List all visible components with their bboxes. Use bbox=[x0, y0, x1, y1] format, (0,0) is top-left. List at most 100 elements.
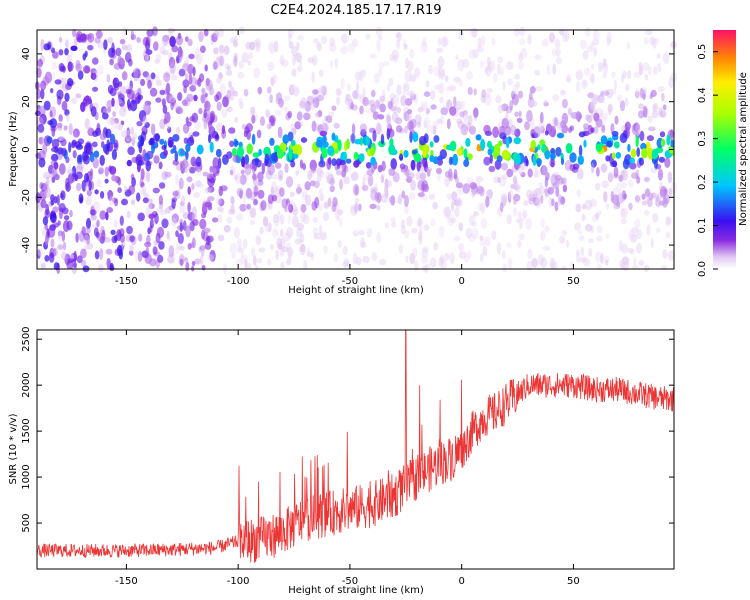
heatmap-cell bbox=[372, 111, 379, 120]
heatmap-cell bbox=[562, 184, 568, 193]
heatmap-cell bbox=[295, 52, 302, 63]
heatmap-cell bbox=[330, 111, 335, 118]
heatmap-cell bbox=[641, 193, 646, 200]
heatmap-cell bbox=[376, 231, 382, 244]
heatmap-cell bbox=[289, 191, 295, 197]
heatmap-cell bbox=[619, 100, 626, 112]
heatmap-cell bbox=[414, 153, 421, 163]
heatmap-cell bbox=[103, 39, 108, 51]
heatmap-cell bbox=[318, 224, 323, 235]
heatmap-cell bbox=[540, 257, 548, 269]
heatmap-cell bbox=[480, 217, 487, 230]
heatmap-cell bbox=[130, 126, 134, 135]
heatmap-cell bbox=[565, 30, 570, 43]
heatmap-cell bbox=[84, 184, 90, 192]
heatmap-cell bbox=[293, 86, 300, 97]
heatmap-cell bbox=[602, 90, 610, 96]
heatmap-cell bbox=[140, 136, 145, 147]
heatmap-cell bbox=[657, 86, 665, 93]
heatmap-cell bbox=[312, 217, 319, 224]
heatmap-cell bbox=[222, 96, 229, 108]
heatmap-cell bbox=[199, 218, 207, 230]
heatmap-cell bbox=[580, 246, 584, 257]
heatmap-cell bbox=[140, 68, 144, 75]
heatmap-cell bbox=[612, 160, 618, 168]
heatmap-cell bbox=[236, 213, 244, 221]
heatmap-cell bbox=[109, 166, 117, 175]
heatmap-cell bbox=[471, 227, 479, 240]
heatmap-cell bbox=[649, 93, 653, 100]
heatmap-cell bbox=[216, 77, 222, 84]
heatmap-cell bbox=[199, 73, 205, 83]
heatmap-cell bbox=[528, 92, 533, 101]
heatmap-cell bbox=[169, 62, 176, 74]
heatmap-cell bbox=[388, 144, 396, 156]
heatmap-cell bbox=[668, 76, 675, 89]
heatmap-cell bbox=[441, 35, 449, 47]
heatmap-cell bbox=[526, 110, 533, 122]
heatmap-cell bbox=[577, 229, 583, 235]
heatmap-cell bbox=[382, 89, 386, 101]
heatmap-cell bbox=[619, 261, 625, 271]
heatmap-cell bbox=[90, 68, 97, 75]
heatmap-cell bbox=[215, 134, 219, 140]
heatmap-cell bbox=[255, 41, 261, 53]
heatmap-cell bbox=[290, 160, 296, 168]
heatmap-cell bbox=[161, 98, 166, 107]
heatmap-cell bbox=[119, 106, 127, 117]
heatmap-cell bbox=[67, 77, 74, 87]
x-tick-label: -50 bbox=[342, 276, 358, 287]
heatmap-cell bbox=[44, 223, 49, 231]
heatmap-cell bbox=[158, 161, 163, 170]
heatmap-cell bbox=[253, 175, 257, 186]
heatmap-cell bbox=[480, 138, 486, 151]
heatmap-cell bbox=[276, 237, 283, 250]
heatmap-cell bbox=[319, 169, 325, 178]
heatmap-cell bbox=[355, 256, 362, 266]
heatmap-cell bbox=[232, 155, 240, 163]
heatmap-cell bbox=[96, 179, 102, 188]
snr-x-axis-label: Height of straight line (km) bbox=[288, 585, 424, 596]
heatmap-cell bbox=[225, 69, 233, 77]
heatmap-cell bbox=[550, 174, 558, 186]
heatmap-cell bbox=[285, 198, 290, 207]
heatmap-cell bbox=[270, 244, 274, 251]
heatmap-cell bbox=[379, 95, 386, 103]
heatmap-cell bbox=[453, 236, 461, 242]
heatmap-cell bbox=[614, 115, 619, 125]
heatmap-cell bbox=[492, 126, 499, 138]
heatmap-cell bbox=[556, 132, 565, 139]
heatmap-cell bbox=[342, 260, 351, 268]
heatmap-cell bbox=[262, 216, 269, 227]
heatmap-cell bbox=[77, 70, 84, 80]
heatmap-cell bbox=[147, 203, 153, 210]
heatmap-cell bbox=[501, 117, 509, 129]
heatmap-cell bbox=[92, 157, 99, 169]
heatmap-cell bbox=[486, 140, 493, 149]
heatmap-cell bbox=[186, 176, 193, 183]
heatmap-cell bbox=[581, 203, 587, 210]
heatmap-cell bbox=[91, 141, 98, 148]
heatmap-cell bbox=[218, 44, 225, 54]
heatmap-cell bbox=[263, 146, 271, 157]
heatmap-cell bbox=[582, 80, 589, 87]
heatmap-cell bbox=[223, 224, 231, 233]
heatmap-cell bbox=[376, 25, 383, 38]
heatmap-cell bbox=[73, 261, 77, 269]
heatmap-cell bbox=[44, 234, 49, 246]
heatmap-cell bbox=[617, 94, 623, 103]
heatmap-cell bbox=[194, 47, 200, 59]
heatmap-cell bbox=[518, 61, 524, 70]
heatmap-cell bbox=[644, 73, 649, 81]
heatmap-cell bbox=[565, 240, 570, 248]
heatmap-cell bbox=[582, 257, 591, 267]
heatmap-cell bbox=[369, 53, 377, 59]
heatmap-cell bbox=[257, 171, 264, 182]
heatmap-cell bbox=[525, 218, 533, 230]
heatmap-cell bbox=[518, 164, 525, 176]
heatmap-cell bbox=[79, 196, 84, 204]
heatmap-cell bbox=[541, 38, 549, 47]
heatmap-cell bbox=[644, 210, 650, 216]
heatmap-cell bbox=[158, 182, 166, 189]
